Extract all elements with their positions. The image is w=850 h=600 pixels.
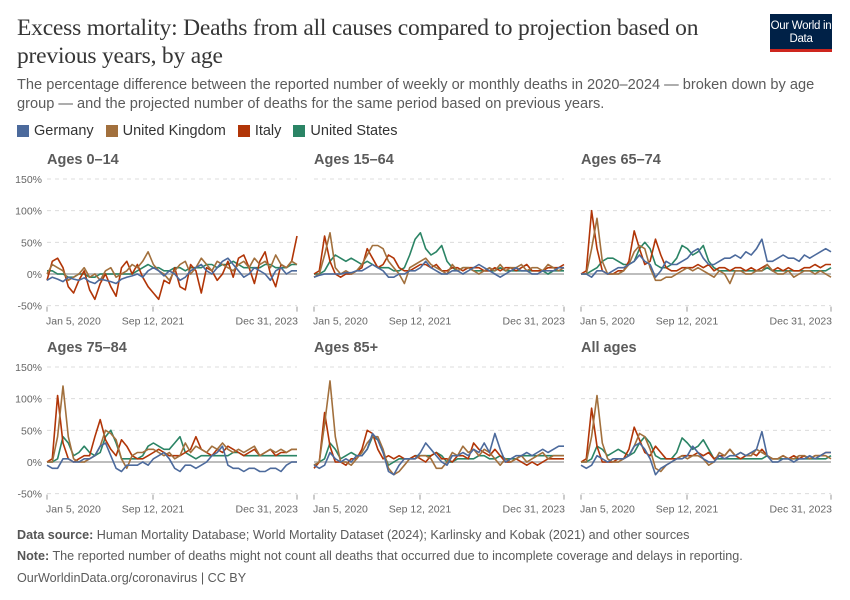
legend-item-united-kingdom[interactable]: United Kingdom (105, 123, 226, 139)
panel-title: Ages 65–74 (581, 152, 661, 168)
credit-link[interactable]: OurWorldinData.org/coronavirus | CC BY (17, 571, 247, 585)
x-tick-label: Sep 12, 2021 (389, 316, 452, 328)
series-line-germany (580, 430, 831, 476)
x-tick-label: Jan 5, 2020 (313, 504, 368, 516)
legend-swatch-united-kingdom (105, 125, 118, 137)
legend-swatch-united-states (293, 125, 306, 137)
owid-logo[interactable]: Our World in Data (770, 14, 832, 52)
x-tick-label: Dec 31, 2023 (236, 316, 299, 328)
data-source-label: Data source: (17, 528, 94, 542)
x-tick-label: Jan 5, 2020 (580, 316, 635, 328)
x-tick-label: Sep 12, 2021 (656, 316, 719, 328)
y-tick-label: 100% (15, 206, 42, 218)
legend-item-germany[interactable]: Germany (17, 123, 94, 139)
y-tick-label: 50% (21, 237, 42, 249)
data-source: Data source: Human Mortality Database; W… (17, 528, 689, 542)
y-tick-label: 0% (27, 457, 42, 469)
legend-label: United Kingdom (122, 123, 226, 139)
x-tick-label: Jan 5, 2020 (46, 316, 101, 328)
x-tick-label: Dec 31, 2023 (503, 316, 566, 328)
series-line-germany (46, 442, 297, 473)
x-tick-label: Sep 12, 2021 (389, 504, 452, 516)
series-line-italy (46, 394, 297, 463)
legend-swatch-germany (17, 125, 29, 137)
x-tick-label: Jan 5, 2020 (580, 504, 635, 516)
legend-swatch-italy (237, 125, 250, 137)
chart-title: Excess mortality: Deaths from all causes… (17, 15, 699, 69)
x-tick-label: Jan 5, 2020 (313, 316, 368, 328)
series-line-united-kingdom (313, 380, 564, 476)
series-line-italy (580, 209, 831, 275)
y-tick-label: 150% (15, 174, 42, 186)
series-line-germany (313, 260, 564, 279)
series-line-germany (313, 432, 564, 476)
x-tick-label: Dec 31, 2023 (236, 504, 299, 516)
legend-label: Germany (34, 123, 94, 139)
panel-title: Ages 85+ (314, 340, 379, 356)
panel-title: Ages 15–64 (314, 152, 394, 168)
legend-label: United States (310, 123, 398, 139)
x-tick-label: Dec 31, 2023 (770, 316, 833, 328)
x-tick-label: Sep 12, 2021 (656, 504, 719, 516)
y-tick-label: 50% (21, 425, 42, 437)
y-tick-label: -50% (17, 489, 42, 501)
x-tick-label: Jan 5, 2020 (46, 504, 101, 516)
y-tick-label: 0% (27, 269, 42, 281)
x-tick-label: Sep 12, 2021 (122, 316, 185, 328)
x-tick-label: Sep 12, 2021 (122, 504, 185, 516)
series-line-united-states (47, 429, 297, 463)
panel-title: Ages 75–84 (47, 340, 127, 356)
y-tick-label: 100% (15, 394, 42, 406)
legend: Germany United Kingdom Italy United Stat… (17, 123, 397, 139)
series-line-italy (580, 407, 831, 463)
legend-label: Italy (254, 123, 282, 139)
legend-item-united-states[interactable]: United States (293, 123, 397, 139)
series-line-united-kingdom (46, 251, 298, 282)
panel-title: Ages 0–14 (47, 152, 119, 168)
y-tick-label: -50% (17, 301, 42, 313)
chart-subtitle: The percentage difference between the re… (17, 77, 815, 112)
series-line-germany (46, 257, 297, 285)
series-line-germany (581, 238, 832, 279)
y-tick-label: 150% (15, 362, 42, 374)
x-tick-label: Dec 31, 2023 (770, 504, 833, 516)
x-tick-label: Dec 31, 2023 (503, 504, 566, 516)
data-source-text: Human Mortality Database; World Mortalit… (96, 528, 690, 542)
note-label: Note: (17, 549, 50, 563)
note-text: The reported number of deaths might not … (52, 549, 743, 563)
note: Note: The reported number of deaths migh… (17, 549, 743, 563)
panel-title: All ages (581, 340, 637, 356)
series-line-united-kingdom (581, 217, 832, 285)
legend-item-italy[interactable]: Italy (237, 123, 282, 139)
